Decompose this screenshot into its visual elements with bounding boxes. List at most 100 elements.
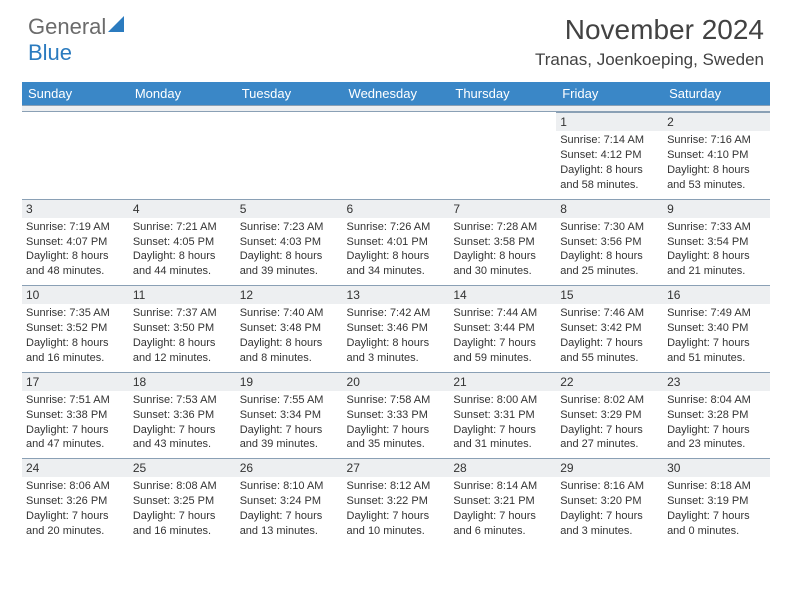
sunrise-text: Sunrise: 8:00 AM [453, 393, 552, 408]
sunset-text: Sunset: 3:44 PM [453, 321, 552, 336]
sunrise-text: Sunrise: 8:18 AM [667, 479, 766, 494]
daylight-text: and 10 minutes. [347, 524, 446, 539]
sunrise-text: Sunrise: 7:19 AM [26, 220, 125, 235]
daylight-text: Daylight: 8 hours [347, 249, 446, 264]
sunset-text: Sunset: 3:20 PM [560, 494, 659, 509]
logo-main: General [28, 14, 106, 39]
calendar-day-cell: 17Sunrise: 7:51 AMSunset: 3:38 PMDayligh… [22, 372, 129, 459]
daylight-text: and 13 minutes. [240, 524, 339, 539]
calendar-week-row: 24Sunrise: 8:06 AMSunset: 3:26 PMDayligh… [22, 458, 770, 545]
daylight-text: and 20 minutes. [26, 524, 125, 539]
daylight-text: Daylight: 7 hours [133, 509, 232, 524]
sunrise-text: Sunrise: 8:06 AM [26, 479, 125, 494]
weekday-header: Tuesday [236, 82, 343, 106]
sunset-text: Sunset: 3:24 PM [240, 494, 339, 509]
calendar-day-cell: 30Sunrise: 8:18 AMSunset: 3:19 PMDayligh… [663, 458, 770, 545]
calendar-week-row: 3Sunrise: 7:19 AMSunset: 4:07 PMDaylight… [22, 199, 770, 286]
day-number: 12 [236, 285, 343, 304]
calendar-week-row: 10Sunrise: 7:35 AMSunset: 3:52 PMDayligh… [22, 285, 770, 372]
day-number: 22 [556, 372, 663, 391]
weekday-header: Wednesday [343, 82, 450, 106]
daylight-text: Daylight: 7 hours [667, 336, 766, 351]
sunset-text: Sunset: 3:52 PM [26, 321, 125, 336]
daylight-text: and 23 minutes. [667, 437, 766, 452]
daylight-text: and 27 minutes. [560, 437, 659, 452]
sunset-text: Sunset: 4:05 PM [133, 235, 232, 250]
weekday-header: Sunday [22, 82, 129, 106]
daylight-text: Daylight: 7 hours [667, 423, 766, 438]
daylight-text: and 8 minutes. [240, 351, 339, 366]
sunrise-text: Sunrise: 8:16 AM [560, 479, 659, 494]
calendar-day-cell: 15Sunrise: 7:46 AMSunset: 3:42 PMDayligh… [556, 285, 663, 372]
daylight-text: and 59 minutes. [453, 351, 552, 366]
weekday-header: Monday [129, 82, 236, 106]
daylight-text: and 53 minutes. [667, 178, 766, 193]
calendar-day-cell: 10Sunrise: 7:35 AMSunset: 3:52 PMDayligh… [22, 285, 129, 372]
sunrise-text: Sunrise: 7:51 AM [26, 393, 125, 408]
sunset-text: Sunset: 3:58 PM [453, 235, 552, 250]
sunset-text: Sunset: 3:36 PM [133, 408, 232, 423]
sunrise-text: Sunrise: 7:33 AM [667, 220, 766, 235]
sunset-text: Sunset: 3:21 PM [453, 494, 552, 509]
calendar-week-row: 17Sunrise: 7:51 AMSunset: 3:38 PMDayligh… [22, 372, 770, 459]
daylight-text: and 16 minutes. [133, 524, 232, 539]
day-number: 23 [663, 372, 770, 391]
calendar-day-cell: 9Sunrise: 7:33 AMSunset: 3:54 PMDaylight… [663, 199, 770, 286]
daylight-text: and 39 minutes. [240, 437, 339, 452]
sunrise-text: Sunrise: 7:58 AM [347, 393, 446, 408]
daylight-text: Daylight: 8 hours [560, 249, 659, 264]
daylight-text: and 25 minutes. [560, 264, 659, 279]
day-number: 29 [556, 458, 663, 477]
daylight-text: Daylight: 8 hours [667, 163, 766, 178]
calendar-day-cell: 3Sunrise: 7:19 AMSunset: 4:07 PMDaylight… [22, 199, 129, 286]
sunset-text: Sunset: 4:03 PM [240, 235, 339, 250]
calendar-day-cell [129, 112, 236, 199]
calendar-day-cell: 16 Sunrise: 7:49 AMSunset: 3:40 PMDayligh… [663, 285, 770, 372]
sunrise-text: Sunrise: 7:16 AM [667, 133, 766, 148]
calendar-day-cell: 23Sunrise: 8:04 AMSunset: 3:28 PMDayligh… [663, 372, 770, 459]
day-number: 21 [449, 372, 556, 391]
sunrise-text: Sunrise: 7:46 AM [560, 306, 659, 321]
sunset-text: Sunset: 3:34 PM [240, 408, 339, 423]
sunset-text: Sunset: 4:10 PM [667, 148, 766, 163]
daylight-text: Daylight: 8 hours [240, 249, 339, 264]
sunrise-text: Sunrise: 8:10 AM [240, 479, 339, 494]
daylight-text: and 43 minutes. [133, 437, 232, 452]
sunrise-text: Sunrise: 8:02 AM [560, 393, 659, 408]
day-number: 1 [556, 112, 663, 131]
calendar-day-cell: 24Sunrise: 8:06 AMSunset: 3:26 PMDayligh… [22, 458, 129, 545]
title-block: November 2024 Tranas, Joenkoeping, Swede… [535, 14, 764, 70]
calendar-day-cell: 25Sunrise: 8:08 AMSunset: 3:25 PMDayligh… [129, 458, 236, 545]
calendar-day-cell [22, 112, 129, 199]
logo: General Blue [28, 14, 128, 66]
daylight-text: and 21 minutes. [667, 264, 766, 279]
calendar-day-cell [343, 112, 450, 199]
calendar-day-cell: 8Sunrise: 7:30 AMSunset: 3:56 PMDaylight… [556, 199, 663, 286]
calendar-day-cell: 13Sunrise: 7:42 AMSunset: 3:46 PMDayligh… [343, 285, 450, 372]
day-number: 30 [663, 458, 770, 477]
sunrise-text: Sunrise: 7:28 AM [453, 220, 552, 235]
weekday-header-row: Sunday Monday Tuesday Wednesday Thursday… [22, 82, 770, 106]
sunset-text: Sunset: 3:40 PM [667, 321, 766, 336]
sunset-text: Sunset: 3:42 PM [560, 321, 659, 336]
sunset-text: Sunset: 3:25 PM [133, 494, 232, 509]
calendar-day-cell: 21Sunrise: 8:00 AMSunset: 3:31 PMDayligh… [449, 372, 556, 459]
sunrise-text: Sunrise: 7:53 AM [133, 393, 232, 408]
day-number: 20 [343, 372, 450, 391]
sunrise-text: Sunrise: 7:26 AM [347, 220, 446, 235]
calendar-day-cell: 12Sunrise: 7:40 AMSunset: 3:48 PMDayligh… [236, 285, 343, 372]
sunrise-text: Sunrise: 7:21 AM [133, 220, 232, 235]
daylight-text: Daylight: 7 hours [560, 509, 659, 524]
sunrise-text: Sunrise: 7:49 AM [667, 306, 766, 321]
calendar-day-cell: 28Sunrise: 8:14 AMSunset: 3:21 PMDayligh… [449, 458, 556, 545]
logo-accent: Blue [28, 40, 72, 65]
sunset-text: Sunset: 3:29 PM [560, 408, 659, 423]
daylight-text: and 6 minutes. [453, 524, 552, 539]
daylight-text: Daylight: 7 hours [133, 423, 232, 438]
day-number: 25 [129, 458, 236, 477]
day-number: 16 [663, 285, 770, 304]
daylight-text: and 39 minutes. [240, 264, 339, 279]
sunrise-text: Sunrise: 8:04 AM [667, 393, 766, 408]
weekday-header: Thursday [449, 82, 556, 106]
sunrise-text: Sunrise: 7:23 AM [240, 220, 339, 235]
